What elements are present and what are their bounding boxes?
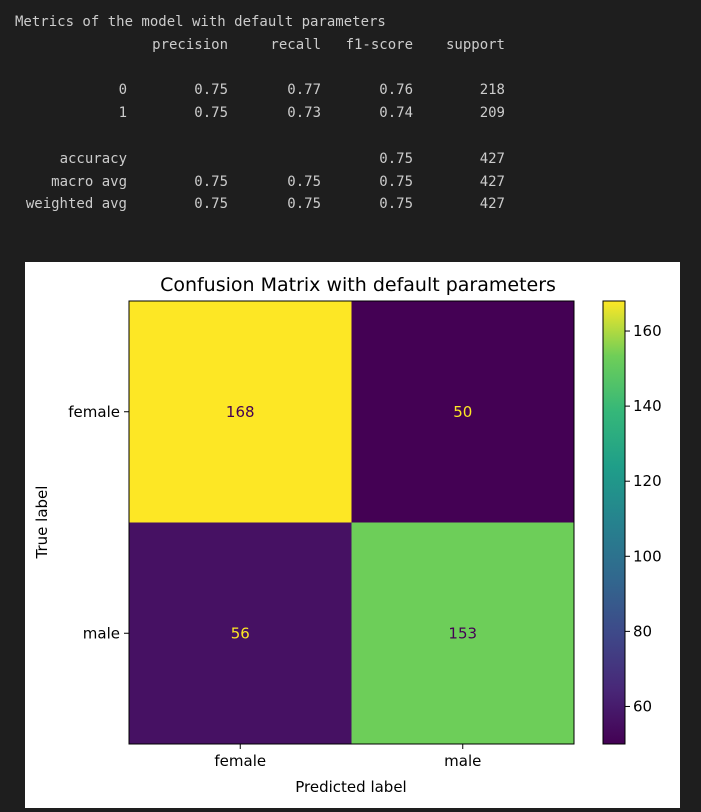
- colorbar-tick-label: 140: [633, 397, 662, 415]
- report-row-label: 1: [118, 105, 127, 121]
- report-cell: 0.75: [194, 196, 228, 212]
- confusion-matrix-figure: Confusion Matrix with default parameters…: [25, 262, 680, 808]
- confusion-matrix-svg: Confusion Matrix with default parameters…: [33, 274, 662, 796]
- matrix-cell: [351, 522, 574, 744]
- report-cell: 427: [479, 196, 505, 212]
- x-tick-label: female: [214, 752, 266, 770]
- report-col-precision: precision: [152, 37, 228, 53]
- colorbar-ticks: 60 80 100 120 140 160: [625, 322, 662, 715]
- report-row-label: 0: [118, 82, 127, 98]
- report-cell: 209: [479, 105, 505, 121]
- report-col-f1: f1-score: [345, 37, 413, 53]
- report-cell: 0.75: [194, 174, 228, 190]
- matrix-cell-value: 50: [453, 403, 472, 421]
- report-cell: 427: [479, 151, 505, 167]
- report-cell: 427: [479, 174, 505, 190]
- report-row-label: accuracy: [59, 151, 127, 167]
- report-heading: Metrics of the model with default parame…: [15, 14, 386, 30]
- chart-title: Confusion Matrix with default parameters: [160, 274, 556, 296]
- report-col-recall: recall: [270, 37, 321, 53]
- colorbar: [602, 300, 626, 745]
- matrix-cell-value: 153: [448, 624, 477, 642]
- matrix-cell-value: 168: [226, 403, 255, 421]
- report-col-support: support: [445, 37, 505, 53]
- report-cell: 0.75: [379, 151, 413, 167]
- report-cell: 0.75: [287, 196, 321, 212]
- plot-frame: [128, 300, 575, 745]
- y-tick-label: male: [83, 624, 120, 642]
- colorbar-tick-label: 120: [633, 472, 662, 490]
- report-row-label: weighted avg: [25, 196, 127, 212]
- matrix-cell-value: 56: [231, 624, 250, 642]
- matrix-cells: 168 50 56 153: [129, 301, 574, 744]
- y-axis-label: True label: [33, 486, 51, 560]
- report-cell: 0.76: [379, 82, 413, 98]
- x-ticks: female male: [214, 744, 481, 770]
- y-tick-label: female: [68, 403, 120, 421]
- matrix-cell: [129, 301, 352, 523]
- x-axis-label: Predicted label: [295, 778, 406, 796]
- colorbar-tick-label: 100: [633, 547, 662, 565]
- report-cell: 0.75: [379, 174, 413, 190]
- report-cell: 0.75: [287, 174, 321, 190]
- classification-report: Metrics of the model with default parame…: [0, 0, 701, 240]
- report-cell: 218: [479, 82, 505, 98]
- report-cell: 0.75: [194, 82, 228, 98]
- y-ticks: female male: [68, 403, 129, 642]
- matrix-cell: [351, 301, 574, 523]
- report-cell: 0.73: [287, 105, 321, 121]
- report-cell: 0.75: [194, 105, 228, 121]
- colorbar-tick-label: 60: [633, 697, 652, 715]
- report-cell: 0.74: [379, 105, 413, 121]
- report-row-label: macro avg: [51, 174, 127, 190]
- report-cell: 0.77: [287, 82, 321, 98]
- x-tick-label: male: [444, 752, 481, 770]
- matrix-cell: [129, 522, 352, 744]
- colorbar-tick-label: 80: [633, 622, 652, 640]
- colorbar-tick-label: 160: [633, 322, 662, 340]
- report-cell: 0.75: [379, 196, 413, 212]
